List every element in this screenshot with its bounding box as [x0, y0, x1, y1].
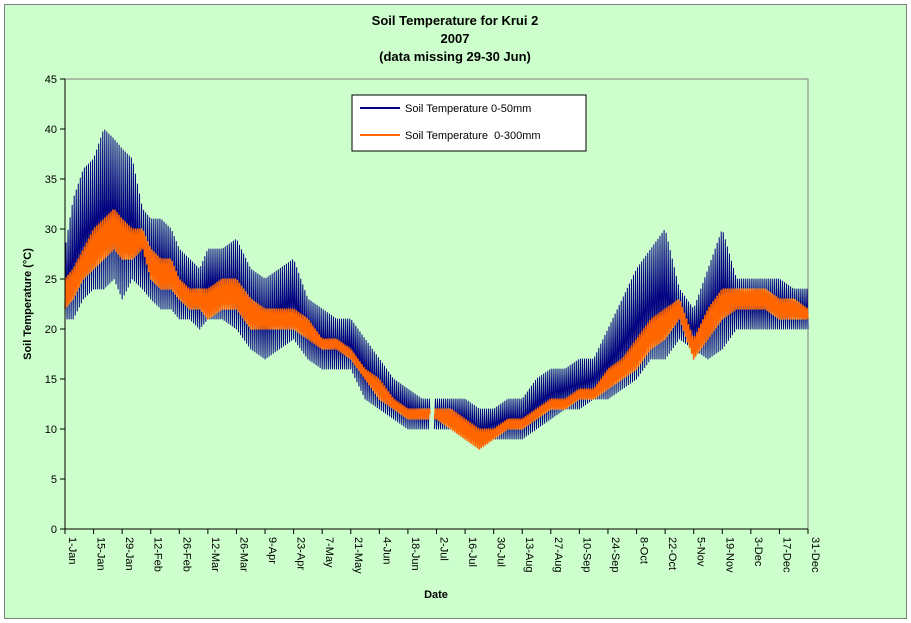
series-layer: [64, 129, 809, 450]
x-tick-label: 31-Dec: [809, 537, 821, 573]
x-tick-label: 12-Mar: [209, 537, 221, 572]
chart-title-line-1: Soil Temperature for Krui 2: [372, 13, 539, 28]
legend-label-0-50mm: Soil Temperature 0-50mm: [405, 103, 531, 115]
x-tick-label: 27-Aug: [552, 537, 564, 572]
x-tick-label: 2-Jul: [438, 537, 450, 561]
x-tick-label: 24-Sep: [609, 537, 621, 572]
y-tick-label: 0: [51, 524, 57, 536]
x-tick-label: 21-May: [352, 537, 364, 574]
legend: Soil Temperature 0-50mm Soil Temperature…: [351, 94, 587, 152]
y-tick-label: 5: [51, 474, 57, 486]
legend-box: [351, 94, 587, 152]
y-tick-label: 25: [45, 274, 57, 286]
x-tick-label: 15-Jan: [95, 537, 107, 571]
x-tick-label: 7-May: [323, 537, 335, 568]
y-tick-label: 15: [45, 374, 57, 386]
x-tick-label: 29-Jan: [123, 537, 135, 571]
x-tick-label: 12-Feb: [152, 537, 164, 572]
x-tick-label: 3-Dec: [752, 537, 764, 567]
x-tick-label: 8-Oct: [638, 537, 650, 564]
chart-title-line-2: 2007: [441, 31, 470, 46]
x-tick-label: 4-Jun: [380, 537, 392, 565]
y-tick-label: 40: [45, 124, 57, 136]
x-tick-label: 22-Oct: [666, 537, 678, 570]
x-tick-label: 1-Jan: [66, 537, 78, 565]
x-tick-label: 26-Feb: [180, 537, 192, 572]
y-tick-label: 35: [45, 174, 57, 186]
x-tick-label: 5-Nov: [695, 537, 707, 567]
chart-title-line-3: (data missing 29-30 Jun): [379, 49, 531, 64]
legend-label-0-300mm: Soil Temperature 0-300mm: [405, 130, 541, 142]
x-tick-label: 13-Aug: [523, 537, 535, 572]
x-axis-title: Date: [424, 589, 448, 601]
x-tick-label: 26-Mar: [237, 537, 249, 572]
x-tick-label: 23-Apr: [295, 537, 307, 570]
y-tick-label: 45: [45, 74, 57, 86]
y-tick-label: 20: [45, 324, 57, 336]
y-axis-title: Soil Temperature (°C): [22, 248, 34, 360]
y-tick-label: 30: [45, 224, 57, 236]
x-tick-label: 30-Jul: [495, 537, 507, 567]
x-tick-label: 9-Apr: [266, 537, 278, 564]
x-tick-label: 18-Jun: [409, 537, 421, 571]
x-axis: 1-Jan 15-Jan 29-Jan 12-Feb 26-Feb 12-Mar 26-Ma…: [64, 528, 821, 574]
x-tick-label: 17-Dec: [780, 537, 792, 573]
series-line-0-300mm: [64, 209, 809, 450]
y-axis: 0 5 10 15 20 25 30 35 40 45: [45, 74, 66, 536]
x-tick-label: 10-Sep: [580, 537, 592, 572]
x-tick-label: 16-Jul: [466, 537, 478, 567]
y-tick-label: 10: [45, 424, 57, 436]
x-tick-label: 19-Nov: [723, 537, 735, 573]
